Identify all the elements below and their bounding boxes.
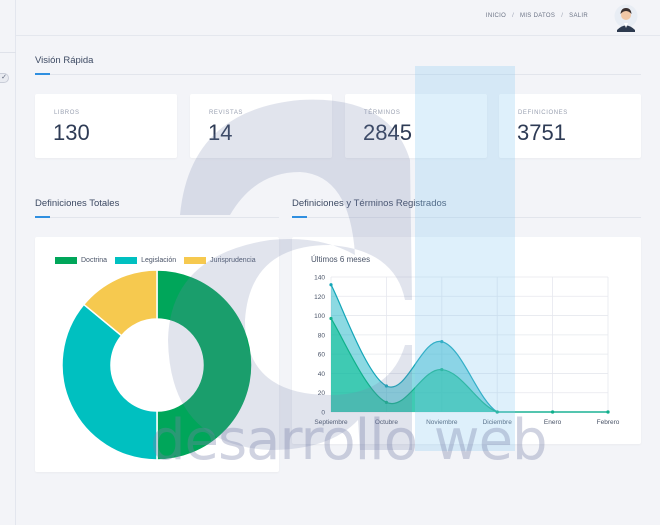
top-nav: INICIO / MIS DATOS / SALIR — [486, 13, 588, 19]
doughnut-chart-card: Doctrina Legislación Jurisprudencia — [35, 237, 279, 472]
stat-value: 130 — [53, 120, 90, 145]
area-chart-card: Últimos 6 meses 0 20 40 60 80 100 120 140 Septie… — [292, 237, 641, 444]
legend-label: Doctrina — [81, 257, 108, 264]
section-divider — [35, 217, 279, 218]
y-tick-label: 40 — [318, 371, 326, 378]
legend-label: Jurisprudencia — [210, 257, 256, 264]
stat-value: 2845 — [363, 120, 412, 145]
stat-label: REVISTAS — [209, 110, 244, 116]
chart-legend: Doctrina Legislación Jurisprudencia — [55, 257, 256, 264]
sidebar-strip: ✓ — [0, 0, 16, 525]
legend-swatch — [55, 257, 77, 264]
nav-separator: / — [561, 13, 564, 19]
stat-label: DEFINICIONES — [518, 110, 568, 116]
legend-item-jurisprudencia[interactable]: Jurisprudencia — [184, 257, 256, 264]
stat-card-terminos[interactable]: TÉRMINOS 2845 — [345, 94, 487, 158]
y-tick-label: 120 — [314, 294, 325, 301]
data-point[interactable] — [606, 410, 610, 414]
x-tick-label: Noviembre — [426, 419, 458, 426]
section-accent — [292, 216, 307, 218]
data-point[interactable] — [440, 340, 444, 344]
section-divider — [35, 74, 641, 75]
section-title-registered: Definiciones y Términos Registrados — [292, 198, 447, 209]
data-point[interactable] — [329, 283, 333, 287]
data-point[interactable] — [495, 410, 499, 414]
data-point[interactable] — [384, 384, 388, 388]
stat-label: TÉRMINOS — [364, 110, 401, 116]
legend-swatch — [184, 257, 207, 264]
slice-doctrina[interactable] — [156, 269, 253, 461]
stat-label: LIBROS — [54, 110, 80, 116]
x-tick-label: Octubre — [375, 419, 399, 426]
series-area-2 — [331, 318, 608, 412]
x-tick-label: Septiembre — [314, 419, 348, 426]
data-point[interactable] — [384, 400, 388, 404]
user-avatar-icon[interactable] — [614, 4, 638, 32]
sidebar-toggle-icon[interactable]: ✓ — [0, 73, 9, 83]
section-accent — [35, 216, 50, 218]
x-tick-label: Enero — [544, 419, 562, 426]
y-tick-label: 60 — [318, 352, 326, 359]
legend-item-doctrina[interactable]: Doctrina — [55, 257, 107, 264]
x-tick-label: Febrero — [597, 419, 620, 426]
chart-subtitle: Últimos 6 meses — [311, 255, 371, 264]
nav-inicio-link[interactable]: INICIO — [485, 13, 507, 19]
y-tick-label: 20 — [318, 390, 326, 397]
stat-card-libros[interactable]: LIBROS 130 — [35, 94, 177, 158]
stat-value: 14 — [208, 120, 233, 145]
data-point[interactable] — [329, 316, 333, 321]
nav-salir-link[interactable]: SALIR — [569, 13, 588, 19]
legend-label: Legislación — [141, 257, 177, 264]
data-point[interactable] — [440, 367, 444, 372]
stat-card-definiciones[interactable]: DEFINICIONES 3751 — [499, 94, 641, 158]
stat-card-revistas[interactable]: REVISTAS 14 — [190, 94, 332, 158]
y-tick-label: 140 — [314, 275, 325, 282]
x-tick-label: Diciembre — [483, 419, 513, 426]
data-point[interactable] — [551, 410, 555, 414]
y-tick-label: 80 — [318, 332, 326, 339]
nav-mis-datos-link[interactable]: MIS DATOS — [520, 13, 556, 19]
area-chart: 0 20 40 60 80 100 120 140 Septiembre Octubre Novie… — [314, 275, 620, 427]
section-accent — [35, 73, 50, 75]
sidebar-divider — [0, 52, 16, 53]
slice-legislacion[interactable] — [61, 303, 158, 461]
nav-separator: / — [512, 13, 515, 19]
stat-value: 3751 — [517, 120, 566, 145]
legend-item-legislacion[interactable]: Legislación — [115, 257, 176, 264]
doughnut-chart — [61, 269, 253, 461]
legend-swatch — [115, 257, 138, 264]
section-title-totals: Definiciones Totales — [35, 198, 120, 209]
y-tick-label: 0 — [321, 410, 325, 417]
y-tick-label: 100 — [314, 313, 325, 320]
slice-jurisprudencia[interactable] — [82, 269, 158, 337]
top-bar: INICIO / MIS DATOS / SALIR — [16, 0, 660, 36]
section-divider — [292, 217, 641, 218]
section-title-quick-view: Visión Rápida — [35, 55, 94, 66]
